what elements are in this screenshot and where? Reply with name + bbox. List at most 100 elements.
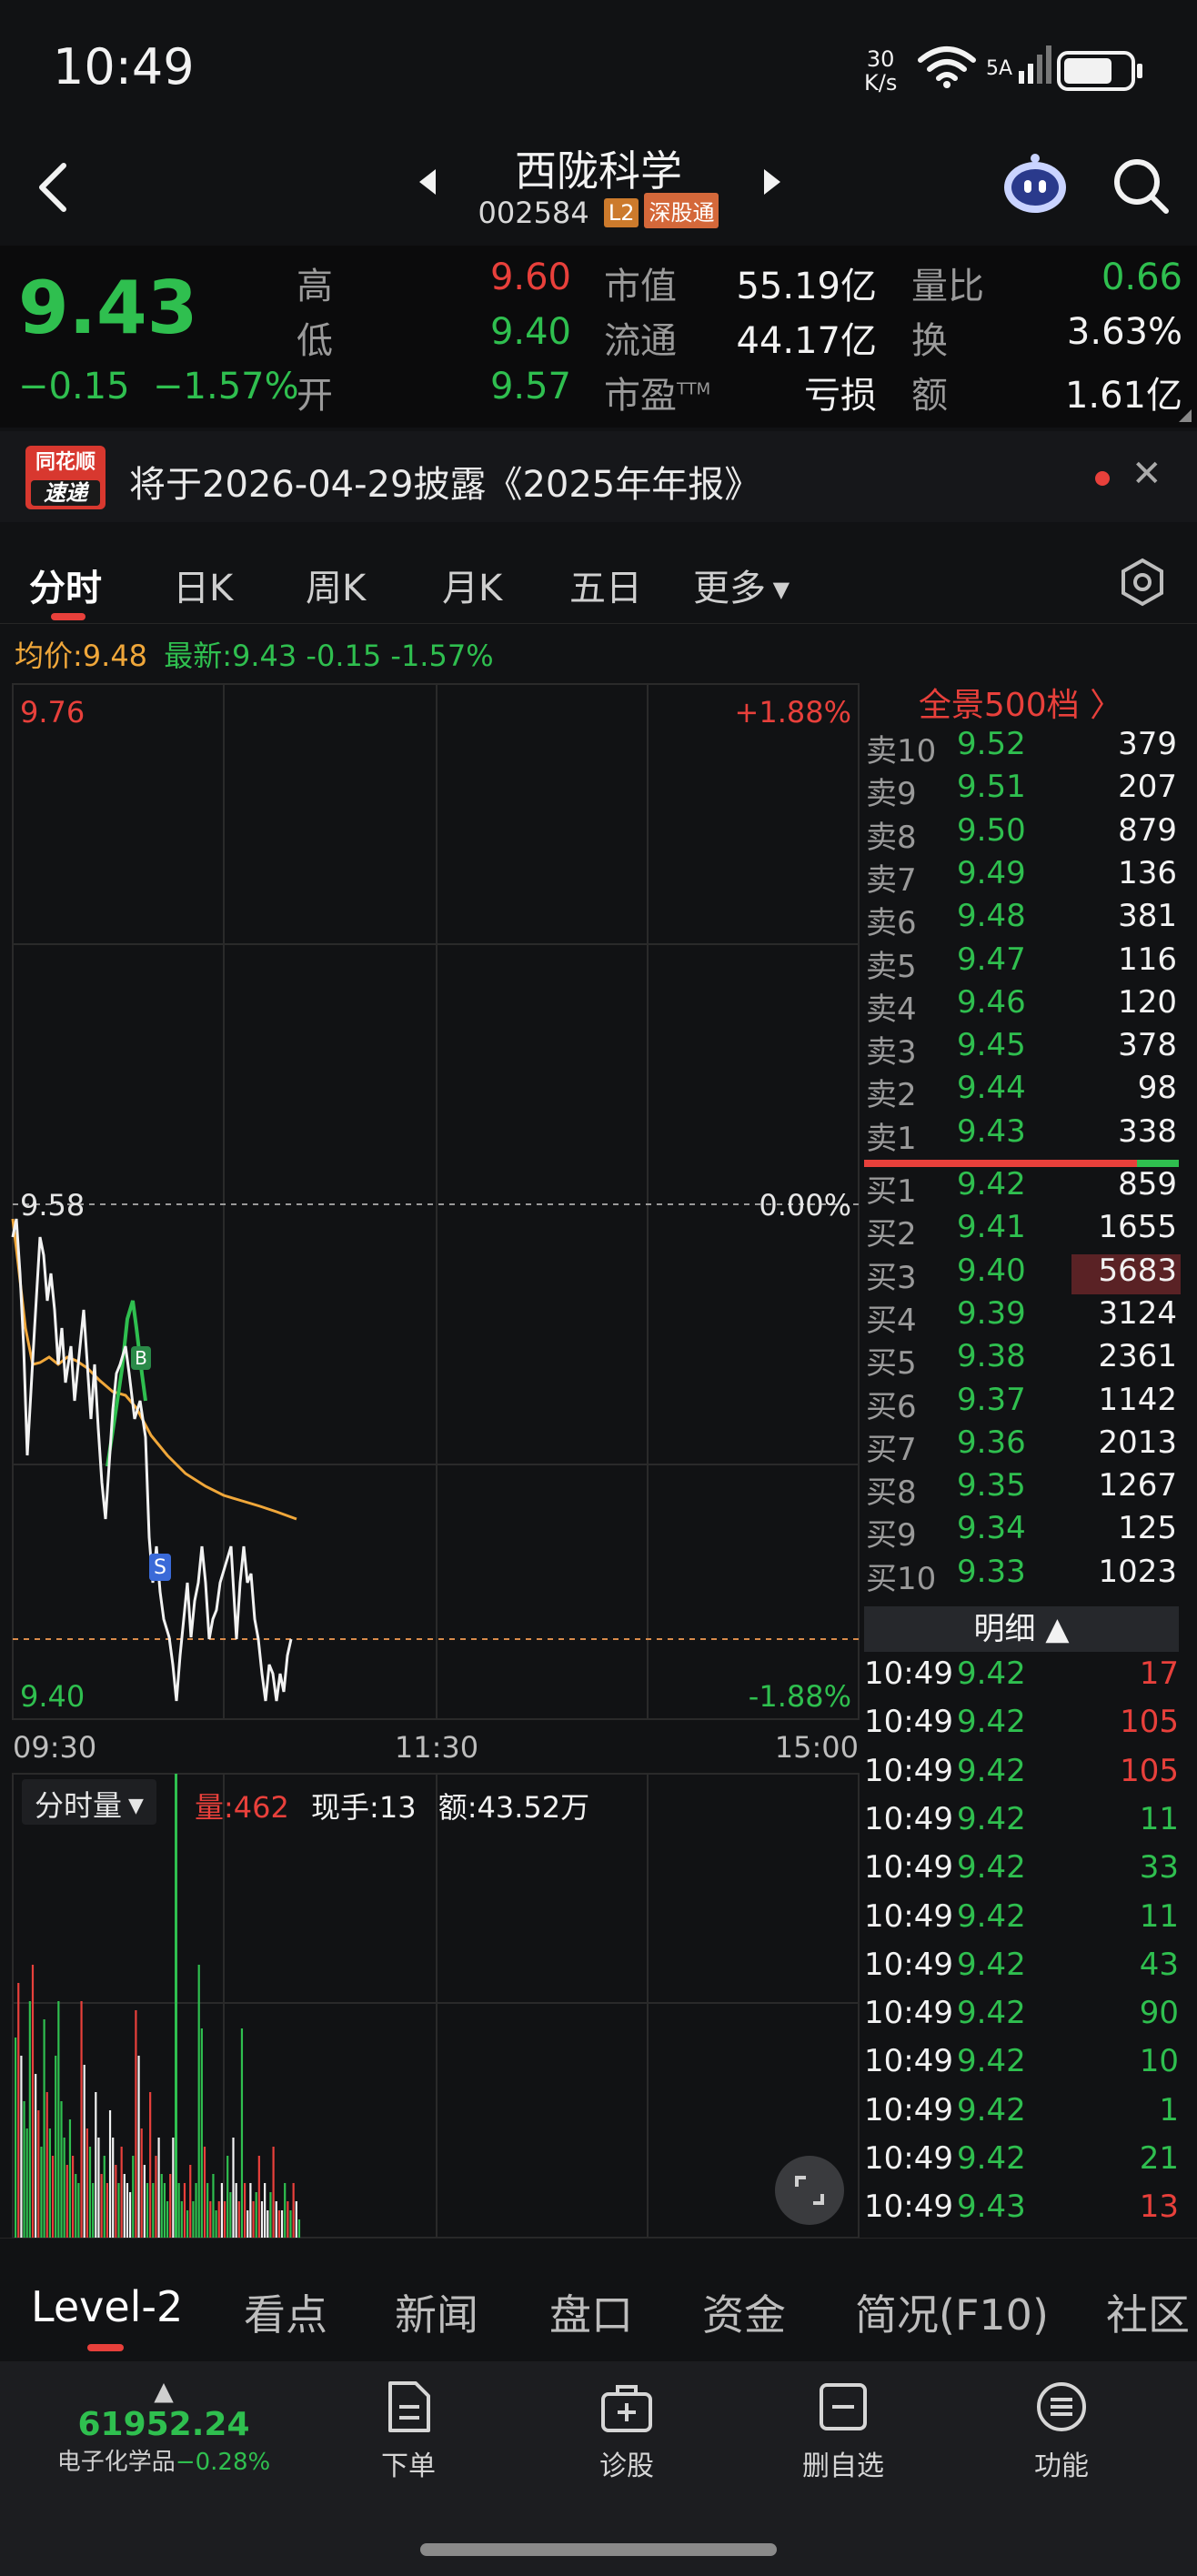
ask-vol: 379 (1118, 726, 1177, 762)
tick-price: 9.43 (957, 2189, 1026, 2226)
pct-label-top: +1.88% (735, 695, 851, 730)
tab-more[interactable]: 更多 ▼ (693, 568, 790, 609)
volume-bar (163, 2183, 166, 2238)
sector-index[interactable]: ▲ 61952.24 电子化学品−0.28% (36, 2376, 291, 2477)
functions-button[interactable]: 功能 (993, 2380, 1130, 2483)
ask-row[interactable]: 卖5 9.47 116 (860, 941, 1181, 985)
tab-f10[interactable]: 简况(F10) (855, 2290, 1049, 2340)
bid-row[interactable]: 买1 9.42 859 (860, 1166, 1181, 1210)
tab-monthly-k[interactable]: 月K (442, 568, 503, 609)
tick-time: 10:49 (864, 2189, 953, 2226)
tick-price: 9.42 (957, 1704, 1026, 1741)
tab-level2[interactable]: Level-2 (31, 2282, 184, 2331)
tab-weekly-k[interactable]: 周K (306, 568, 367, 609)
prev-stock-icon[interactable] (414, 164, 441, 200)
ask-row[interactable]: 卖9 9.51 207 (860, 769, 1181, 812)
bid-label: 买10 (866, 1560, 937, 1597)
tab-daily-k[interactable]: 日K (173, 568, 234, 609)
volume-bar (108, 2110, 112, 2238)
intraday-chart[interactable]: 9.76 9.58 9.40 +1.88% 0.00% -1.88% 09:30… (0, 673, 860, 2238)
remove-watchlist-button[interactable]: 删自选 (775, 2380, 911, 2483)
ask-price: 9.52 (957, 726, 1026, 762)
medkit-icon (601, 2385, 652, 2432)
amount-label: 额 (911, 375, 948, 417)
ask-row[interactable]: 卖2 9.44 98 (860, 1070, 1181, 1113)
ask-row[interactable]: 卖7 9.49 136 (860, 855, 1181, 899)
volume-bar (195, 2183, 197, 2238)
volume-bar (28, 2001, 31, 2238)
tick-row: 10:49 9.42 17 (864, 1655, 1179, 1704)
bid-row[interactable]: 买5 9.38 2361 (860, 1338, 1181, 1382)
trade-detail-toggle[interactable]: 明细 ▲ (864, 1606, 1179, 1652)
bid-row[interactable]: 买9 9.34 125 (860, 1510, 1181, 1554)
volume-bar (180, 2201, 183, 2238)
place-order-button[interactable]: 下单 (340, 2380, 477, 2483)
volume-bar (92, 2183, 95, 2238)
ask-row[interactable]: 卖8 9.50 879 (860, 812, 1181, 856)
tab-funds[interactable]: 资金 (702, 2290, 786, 2340)
tab-five-day[interactable]: 五日 (569, 568, 642, 609)
search-icon[interactable] (1110, 155, 1173, 218)
bid-row[interactable]: 买4 9.39 3124 (860, 1294, 1181, 1339)
ask-label: 卖5 (866, 948, 917, 985)
volume-bar (189, 2165, 192, 2238)
bid-label: 买3 (866, 1259, 917, 1296)
bid-vol: 3124 (1098, 1294, 1177, 1332)
expand-quote-icon[interactable] (1179, 409, 1192, 422)
close-icon[interactable]: ✕ (1132, 453, 1162, 495)
tick-row: 10:49 9.42 105 (864, 1753, 1179, 1801)
tab-highlights[interactable]: 看点 (244, 2290, 327, 2340)
tick-time: 10:49 (864, 1946, 953, 1983)
next-stock-icon[interactable] (759, 164, 786, 200)
ask-row[interactable]: 卖3 9.45 378 (860, 1027, 1181, 1071)
announcement-bar[interactable]: 同花顺 速递 将于2026-04-29披露《2025年年报》 ✕ (0, 431, 1197, 522)
tab-community[interactable]: 社区 (1106, 2290, 1190, 2340)
x-label-open: 09:30 (13, 1730, 96, 1765)
volume-bar (123, 2174, 126, 2238)
volume-bars (15, 1774, 301, 2238)
volume-bar (172, 2138, 175, 2238)
tab-intraday[interactable]: 分时 (29, 568, 102, 609)
tab-market-depth[interactable]: 盘口 (549, 2290, 633, 2340)
ask-row[interactable]: 卖6 9.48 381 (860, 898, 1181, 941)
stock-header: 西陇科学 002584 L2 深股通 (0, 136, 1197, 246)
active-tab-indicator (51, 613, 86, 620)
volume-selector[interactable]: 分时量 ▼ (22, 1779, 156, 1825)
back-arrow-icon[interactable] (27, 155, 82, 218)
volume-bar (132, 2156, 135, 2238)
ask-vol: 378 (1118, 1027, 1177, 1064)
tab-news[interactable]: 新闻 (395, 2290, 478, 2340)
volume-bar (40, 2147, 43, 2238)
volume-bar (115, 2165, 117, 2238)
volume-bar (60, 2101, 63, 2238)
bid-row[interactable]: 买10 9.33 1023 (860, 1554, 1181, 1597)
volume-bar (235, 2183, 237, 2238)
minus-box-icon (820, 2383, 867, 2430)
buy-marker (131, 1346, 151, 1370)
ask-row[interactable]: 卖1 9.43 338 (860, 1113, 1181, 1157)
tick-vol: 11 (1139, 1800, 1179, 1837)
volume-bar (97, 2138, 100, 2238)
bid-row[interactable]: 买2 9.41 1655 (860, 1209, 1181, 1253)
fullscreen-button[interactable] (775, 2156, 844, 2225)
volume-bar (183, 2183, 186, 2238)
ask-row[interactable]: 卖4 9.46 120 (860, 984, 1181, 1028)
ask-row[interactable]: 卖10 9.52 379 (860, 726, 1181, 770)
chart-settings-icon[interactable] (1117, 557, 1168, 608)
tick-price: 9.42 (957, 1946, 1026, 1983)
volume-bar (95, 2092, 97, 2238)
ai-robot-icon[interactable] (1001, 149, 1070, 218)
tick-price: 9.42 (957, 1995, 1026, 2032)
volume-bar (229, 2192, 232, 2238)
panorama-500-button[interactable]: 全景500档 〉 (918, 687, 1123, 724)
volume-bar (269, 2192, 272, 2238)
bid-row[interactable]: 买6 9.37 1142 (860, 1382, 1181, 1425)
bid-row[interactable]: 买3 9.40 5683 (860, 1252, 1181, 1296)
bid-row[interactable]: 买8 9.35 1267 (860, 1467, 1181, 1511)
volume-bar (43, 2019, 45, 2238)
bid-price: 9.40 (957, 1252, 1026, 1289)
bid-row[interactable]: 买7 9.36 2013 (860, 1424, 1181, 1468)
announcement-text[interactable]: 将于2026-04-29披露《2025年年报》 (129, 464, 761, 506)
bid-price: 9.35 (957, 1467, 1026, 1504)
diagnose-stock-button[interactable]: 诊股 (558, 2380, 695, 2483)
